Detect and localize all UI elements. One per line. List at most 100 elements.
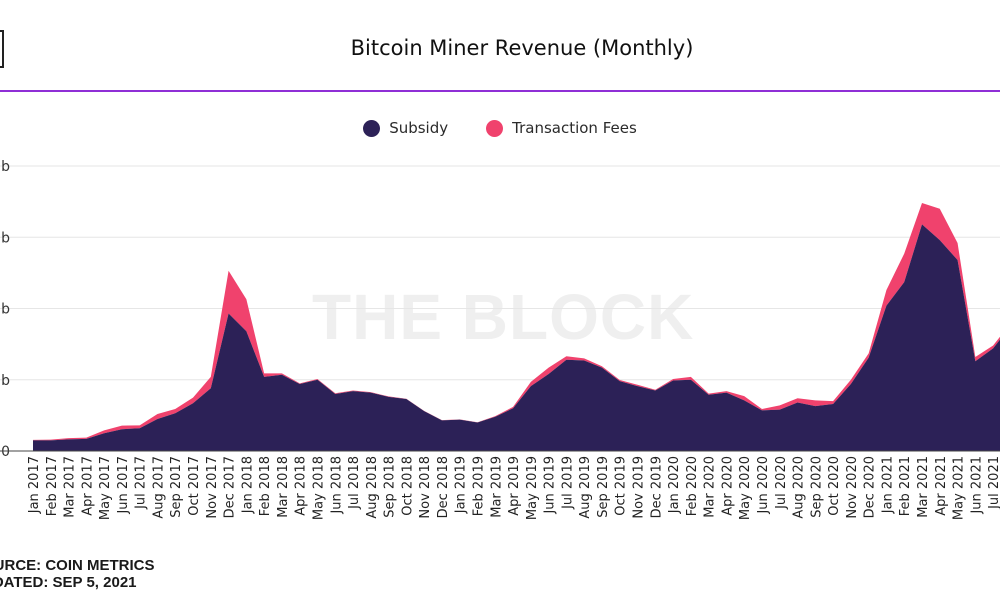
data-point-subsidy [547,372,551,376]
legend-label-transaction-fees: Transaction Fees [512,119,637,137]
data-point-subsidy [867,356,871,360]
y-tick-label: 0 [1,444,10,460]
x-tick-label: May 2017 [98,456,113,520]
x-tick-label: Jan 2017 [27,456,42,514]
data-point-subsidy [973,359,977,363]
data-point-transaction-fees [973,355,977,359]
legend-swatch-transaction-fees [486,119,504,137]
x-tick-label: Feb 2019 [472,456,487,516]
x-tick-label: Jan 2019 [454,456,469,514]
x-tick-label: Jul 2017 [134,456,149,510]
x-tick-label: Nov 2019 [632,456,647,519]
x-tick-label: Nov 2020 [845,456,860,519]
data-point-subsidy [813,404,817,408]
data-point-transaction-fees [956,241,960,245]
data-point-transaction-fees [387,394,391,398]
data-point-transaction-fees [155,412,159,416]
data-point-transaction-fees [796,396,800,400]
data-point-transaction-fees [298,381,302,385]
data-point-transaction-fees [689,375,693,379]
data-point-transaction-fees [707,392,711,396]
x-tick-label: Dec 2019 [649,456,664,518]
watermark: THE BLOCK [312,281,695,353]
x-tick-label: Jun 2018 [329,456,344,515]
data-point-transaction-fees [902,252,906,256]
x-tick-label: Sep 2017 [169,456,184,518]
data-point-transaction-fees [618,378,622,382]
data-point-transaction-fees [671,377,675,381]
data-point-transaction-fees [849,378,853,382]
data-point-subsidy [849,382,853,386]
x-tick-label: Jul 2021 [987,456,1000,510]
data-point-subsidy [120,427,124,431]
data-point-transaction-fees [31,438,35,442]
x-tick-label: Jul 2018 [347,456,362,510]
data-point-transaction-fees [582,356,586,360]
data-point-subsidy [564,358,568,362]
x-tick-label: Dec 2018 [436,456,451,518]
data-point-transaction-fees [333,391,337,395]
x-tick-label: Feb 2018 [258,456,273,516]
x-tick-label: Dec 2017 [223,456,238,518]
x-tick-label: Oct 2017 [187,456,202,516]
data-point-subsidy [778,408,782,412]
data-point-transaction-fees [67,436,71,440]
data-point-transaction-fees [742,394,746,398]
y-tick-label: 2b [0,159,10,175]
data-point-transaction-fees [440,418,444,422]
data-point-transaction-fees [529,380,533,384]
x-tick-label: Apr 2018 [294,456,309,516]
x-tick-label: May 2021 [952,456,967,520]
x-tick-label: Jul 2019 [560,456,575,510]
data-point-transaction-fees [244,297,248,301]
x-tick-label: Apr 2021 [934,456,949,516]
data-point-transaction-fees [760,407,764,411]
x-tick-label: Aug 2020 [792,456,807,519]
x-tick-label: Apr 2019 [507,456,522,516]
data-point-transaction-fees [547,366,551,370]
x-tick-label: Jul 2020 [774,456,789,510]
y-tick-label: 1.5b [0,230,10,246]
x-tick-label: Aug 2018 [365,456,380,519]
x-tick-label: Mar 2017 [63,456,78,518]
x-tick-label: Apr 2017 [80,456,95,516]
data-point-subsidy [155,417,159,421]
data-point-subsidy [920,222,924,226]
series-area-subsidy [33,224,1000,451]
data-point-subsidy [191,401,195,405]
x-tick-label: Jun 2020 [756,456,771,515]
data-point-transaction-fees [191,396,195,400]
data-point-transaction-fees [138,423,142,427]
data-point-subsidy [742,398,746,402]
data-point-transaction-fees [262,371,266,375]
data-point-subsidy [796,401,800,405]
data-point-transaction-fees [564,354,568,358]
x-tick-label: May 2019 [525,456,540,520]
data-point-transaction-fees [884,288,888,292]
x-tick-label: Aug 2017 [151,456,166,519]
data-point-transaction-fees [724,389,728,393]
data-point-transaction-fees [369,390,373,394]
data-point-transaction-fees [120,424,124,428]
x-tick-label: May 2018 [311,456,326,520]
data-point-subsidy [262,375,266,379]
x-tick-label: Jun 2021 [969,456,984,515]
data-point-transaction-fees [938,207,942,211]
data-point-subsidy [956,258,960,262]
legend-item-transaction-fees[interactable]: Transaction Fees [486,119,637,137]
x-tick-label: Nov 2017 [205,456,220,519]
legend-label-subsidy: Subsidy [389,119,449,137]
legend-item-subsidy[interactable]: Subsidy [363,119,448,137]
data-point-transaction-fees [351,388,355,392]
data-point-transaction-fees [867,351,871,355]
x-tick-label: Mar 2021 [916,456,931,518]
data-point-transaction-fees [920,201,924,205]
x-tick-label: Oct 2019 [614,456,629,516]
data-point-subsidy [244,329,248,333]
data-point-transaction-fees [991,344,995,348]
x-tick-label: Aug 2019 [578,456,593,519]
x-tick-label: Dec 2020 [863,456,878,518]
data-point-subsidy [209,386,213,390]
x-tick-label: Mar 2018 [276,456,291,518]
